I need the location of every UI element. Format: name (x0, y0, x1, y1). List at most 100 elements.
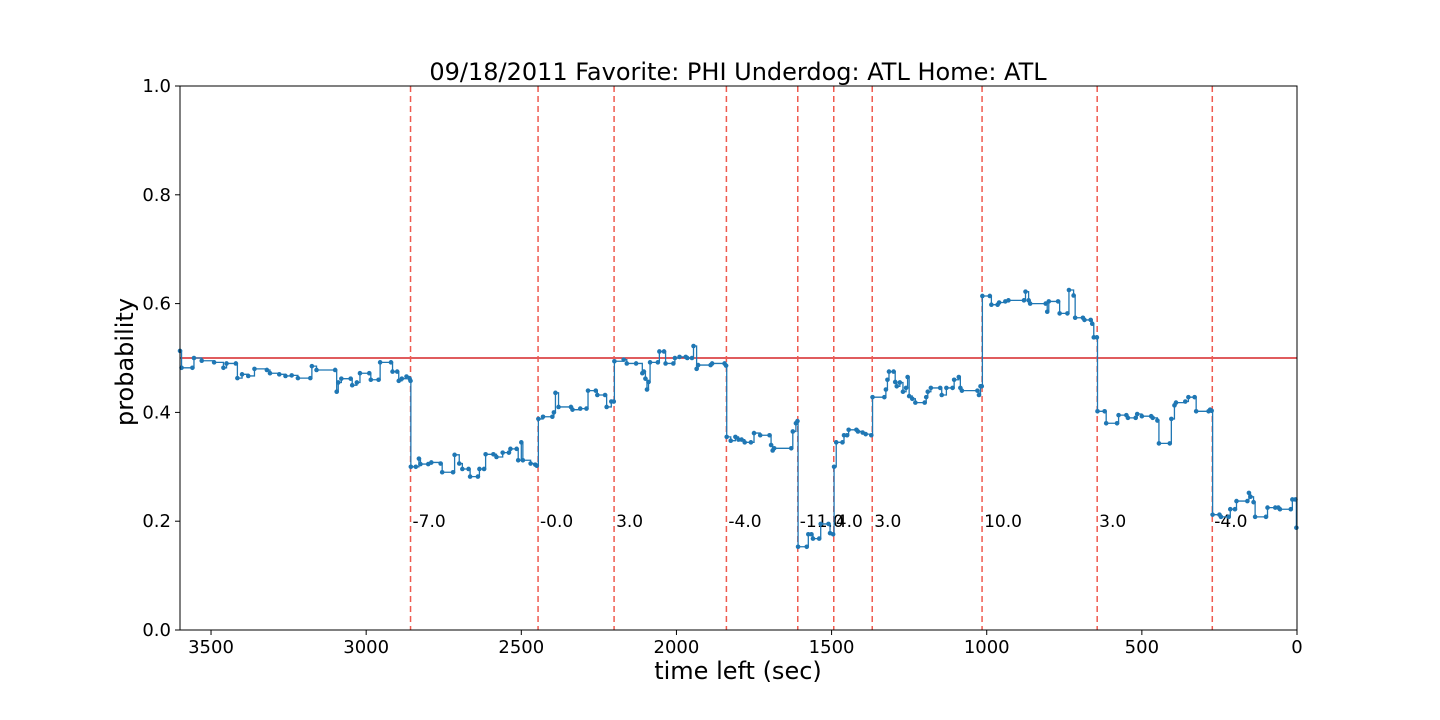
data-point (429, 460, 434, 465)
x-tick-label: 500 (1125, 637, 1159, 658)
plot-area: -7.0-0.03.0-4.0-11.04.03.010.03.0-4.0 (177, 86, 1299, 630)
data-point (191, 355, 197, 361)
data-point (883, 387, 889, 392)
data-point (767, 432, 772, 438)
data-point (906, 393, 912, 399)
data-point (536, 416, 541, 422)
data-point (1169, 416, 1174, 422)
x-axis-label: time left (sec) (654, 657, 822, 685)
data-point (357, 370, 363, 376)
data-point (894, 383, 900, 389)
data-point (593, 388, 599, 393)
data-point (956, 374, 962, 380)
data-point (570, 407, 575, 412)
data-point (624, 361, 630, 366)
data-point (694, 366, 699, 372)
data-point (528, 461, 533, 466)
data-point (905, 374, 910, 380)
data-point (252, 366, 257, 372)
data-point (514, 446, 519, 452)
event-label: 3.0 (1099, 512, 1126, 532)
axis-ticks: 3500 3000 2500 2000 1500 1000 500 0 0.0 0.2 0.4 0.6… (142, 76, 1302, 658)
data-point (506, 450, 512, 455)
x-tick-label: 3000 (343, 637, 389, 658)
data-point (742, 440, 748, 445)
event-label: 3.0 (616, 512, 643, 532)
data-point (1072, 315, 1078, 321)
data-point (1155, 418, 1160, 423)
data-point (644, 387, 650, 392)
data-point (1218, 514, 1224, 520)
data-point (728, 438, 734, 443)
data-point (980, 293, 985, 299)
data-point (235, 375, 240, 381)
data-point (748, 440, 754, 445)
data-point (1065, 311, 1070, 316)
data-point (1186, 394, 1191, 400)
data-point (515, 457, 521, 463)
data-point (289, 373, 295, 378)
data-point (1265, 505, 1270, 510)
event-label: -7.0 (413, 512, 446, 532)
data-point (416, 456, 422, 461)
data-point (1232, 506, 1238, 512)
data-point (466, 466, 471, 472)
data-point (925, 389, 931, 395)
data-point (477, 466, 482, 472)
data-point (1263, 514, 1269, 520)
data-point (1193, 409, 1199, 414)
data-point (534, 463, 540, 469)
data-point (1023, 289, 1028, 294)
data-point (661, 349, 667, 354)
data-point (1089, 321, 1095, 327)
data-point (724, 434, 730, 440)
data-point (283, 373, 288, 379)
data-point (1210, 512, 1215, 517)
data-point (612, 358, 617, 364)
chart-title: 09/18/2011 Favorite: PHI Underdog: ATL H… (429, 58, 1047, 86)
data-point (553, 390, 558, 396)
data-point (551, 410, 557, 415)
data-point (390, 369, 395, 374)
data-point (844, 432, 850, 438)
data-point (408, 464, 414, 470)
data-point (460, 466, 465, 472)
data-point (1055, 299, 1061, 304)
data-point (550, 414, 555, 420)
data-point (349, 382, 355, 388)
data-point (913, 400, 918, 405)
event-label: -0.0 (540, 512, 573, 532)
data-point (418, 461, 423, 467)
data-point (903, 385, 909, 391)
data-point (1082, 317, 1087, 323)
data-point (211, 360, 217, 365)
data-point (790, 429, 796, 434)
event-label: 3.0 (874, 512, 901, 532)
data-point (556, 404, 561, 410)
data-point (439, 469, 445, 475)
data-point (996, 300, 1002, 305)
data-point (885, 377, 890, 383)
data-point (886, 369, 892, 374)
data-point (863, 431, 869, 437)
data-point (976, 392, 982, 398)
data-point (1277, 506, 1283, 512)
x-tick-label: 2000 (654, 637, 700, 658)
data-point (611, 399, 617, 404)
data-point (846, 427, 851, 433)
data-point (1234, 498, 1239, 504)
data-point (751, 430, 757, 436)
data-point (944, 385, 949, 391)
data-point (239, 372, 245, 377)
data-point (663, 361, 668, 366)
data-point (818, 521, 824, 527)
data-point (826, 521, 831, 527)
data-point (1245, 498, 1250, 504)
data-point (190, 365, 195, 371)
data-point (892, 379, 898, 385)
data-point (368, 377, 374, 383)
data-point (540, 414, 546, 420)
y-tick-label: 0.2 (142, 511, 171, 532)
data-point (1226, 514, 1232, 520)
axes-frame (179, 85, 1298, 631)
